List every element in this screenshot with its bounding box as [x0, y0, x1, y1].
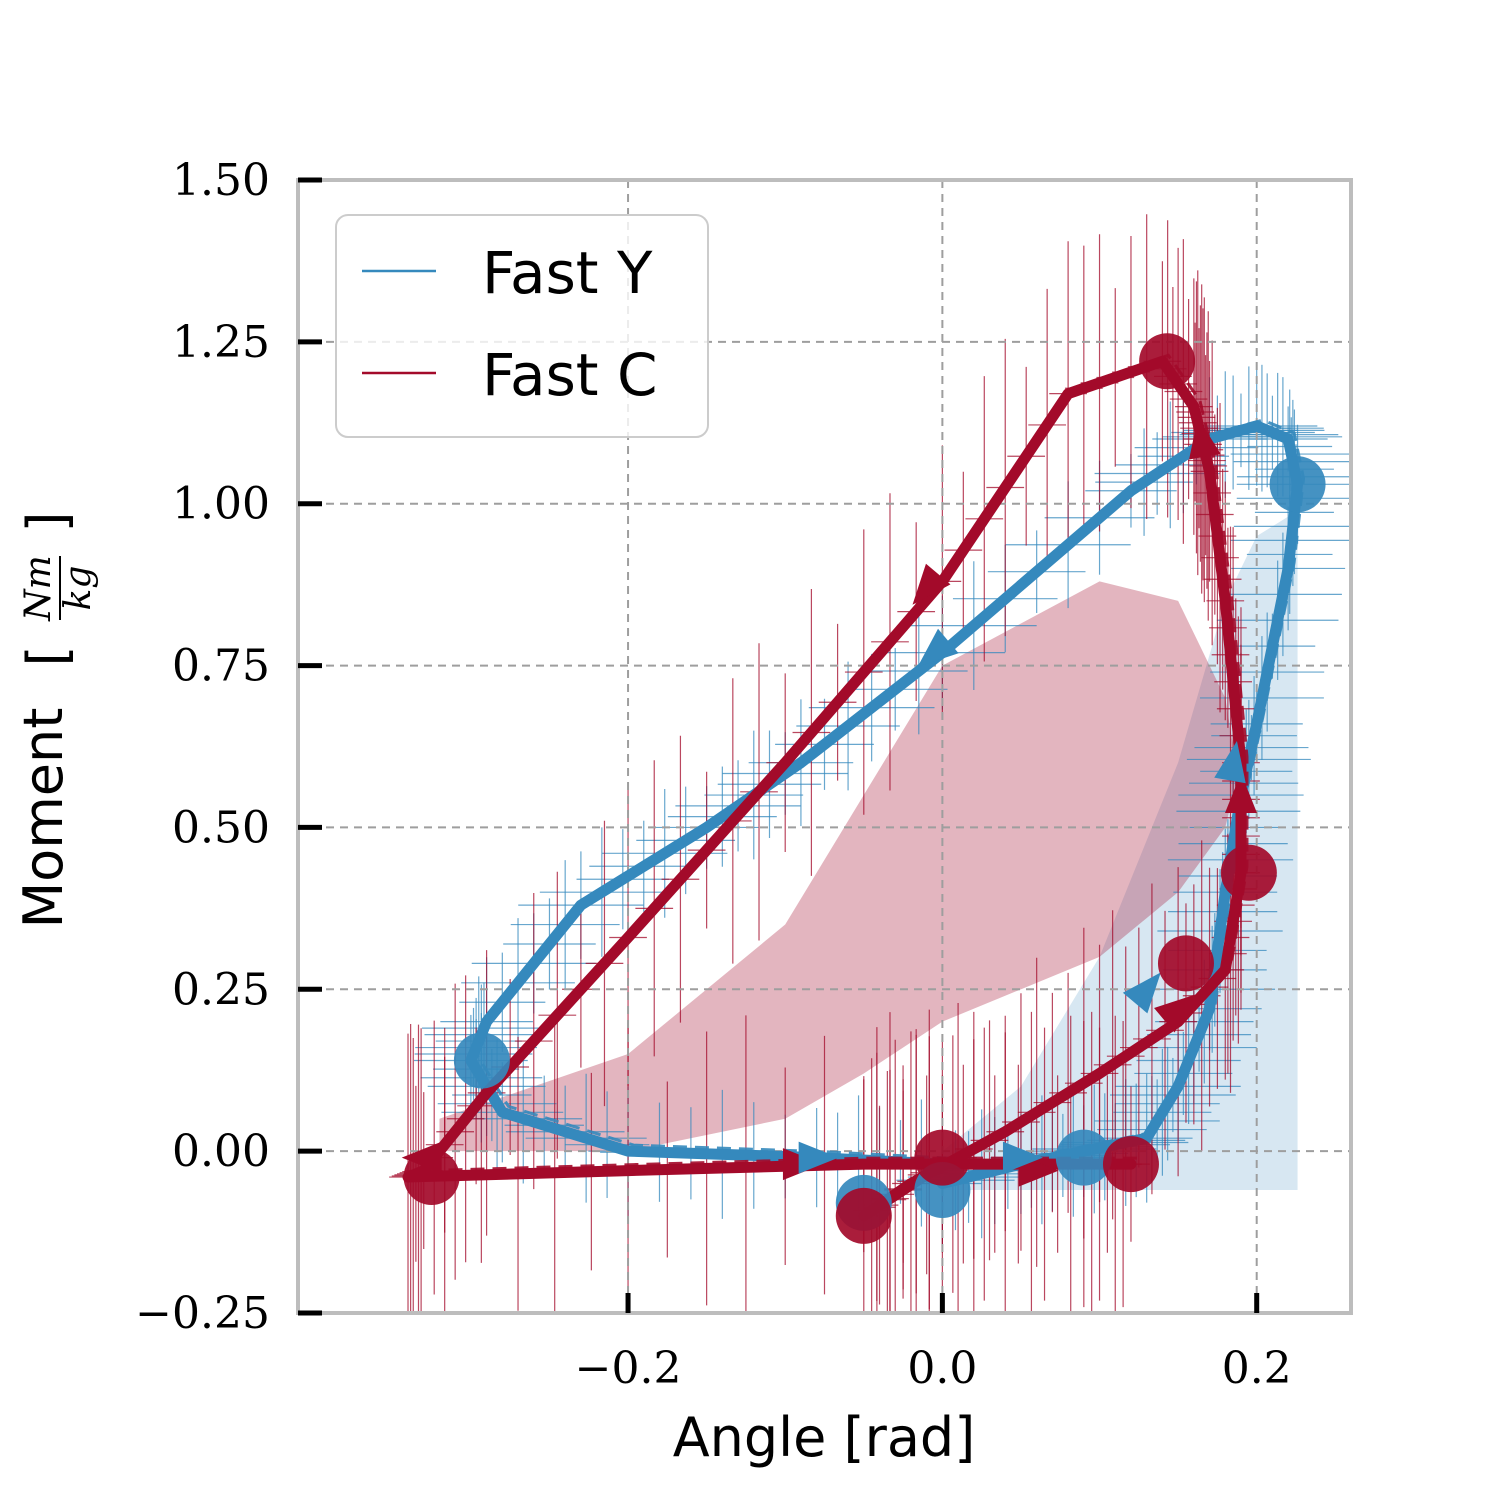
point-markers — [403, 333, 1326, 1244]
legend-label-fast-y: Fast Y — [482, 239, 653, 307]
legend-label-fast-c: Fast C — [482, 341, 657, 409]
x-tick-label: −0.2 — [575, 1343, 682, 1394]
arrow-fast-c — [1224, 773, 1257, 814]
arrow-fast-y — [1122, 972, 1161, 1014]
arrow-fast-c — [1154, 994, 1195, 1033]
legend: Fast Y Fast C — [335, 214, 709, 438]
y-axis-title: Moment [ Nm kg ] — [12, 511, 99, 928]
y-tick-label: 1.50 — [172, 155, 270, 206]
y-axis-unit-denominator: kg — [58, 566, 99, 611]
x-tick-label: 0.2 — [1222, 1343, 1292, 1394]
marker-fast-y — [453, 1032, 510, 1089]
y-axis-bracket-open: [ — [16, 645, 79, 666]
y-tick-label: 0.50 — [172, 802, 270, 853]
x-axis-title: Angle [rad] — [673, 1406, 976, 1469]
marker-fast-c — [1220, 844, 1277, 901]
shaded-areas — [439, 503, 1298, 1190]
arrow-fast-y — [798, 1141, 839, 1174]
arrow-fast-y — [1214, 741, 1246, 784]
y-tick-label: 0.75 — [172, 641, 270, 692]
marker-fast-c — [1139, 333, 1196, 390]
marker-fast-c — [1102, 1136, 1159, 1193]
marker-fast-c — [1157, 935, 1214, 992]
y-tick-label: 1.25 — [172, 317, 270, 368]
marker-fast-y — [1269, 456, 1326, 513]
y-tick-label: −0.25 — [135, 1288, 270, 1339]
y-axis-unit-numerator: Nm — [18, 555, 59, 622]
y-axis-title-main: Moment — [12, 708, 75, 929]
marker-fast-c — [914, 1129, 971, 1186]
y-tick-label: 0.25 — [172, 964, 270, 1015]
arrow-fast-c — [912, 563, 951, 605]
marker-fast-c — [835, 1187, 892, 1244]
plot-frame — [296, 178, 1353, 1315]
marker-fast-c — [403, 1149, 460, 1206]
arrow-fast-y — [1002, 1141, 1043, 1174]
arrow-fast-y — [917, 628, 959, 667]
arrow-fast-c — [1189, 417, 1221, 460]
y-tick-label: 0.00 — [172, 1126, 270, 1177]
x-tick-label: 0.0 — [907, 1343, 977, 1394]
axis-ticks: −0.2 0.0 0.2 −0.25 0.00 0.25 0.50 0.75 1.00 1.25 1… — [135, 155, 1292, 1394]
marker-fast-y — [1055, 1129, 1112, 1186]
y-tick-label: 1.00 — [172, 479, 270, 530]
shade-fast-c — [439, 581, 1241, 1152]
y-axis-bracket-close: ] — [16, 511, 79, 532]
